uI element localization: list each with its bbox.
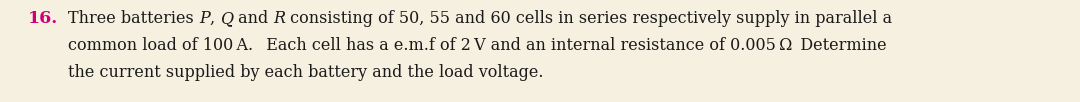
Text: 16.: 16. — [28, 10, 58, 27]
Text: common load of 100 A.  Each cell has a e.m.f of 2 V and an internal resistance o: common load of 100 A. Each cell has a e.… — [68, 37, 887, 54]
Text: Three batteries: Three batteries — [68, 10, 199, 27]
Text: the current supplied by each battery and the load voltage.: the current supplied by each battery and… — [68, 64, 543, 81]
Text: and: and — [233, 10, 273, 27]
Text: ,: , — [210, 10, 220, 27]
Text: consisting of 50, 55 and 60 cells in series respectively supply in parallel a: consisting of 50, 55 and 60 cells in ser… — [285, 10, 892, 27]
Text: R: R — [273, 10, 285, 27]
Text: Q: Q — [220, 10, 233, 27]
Text: P: P — [199, 10, 210, 27]
